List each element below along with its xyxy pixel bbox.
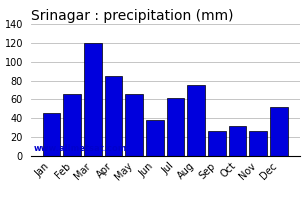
Bar bbox=[146, 120, 164, 156]
Bar bbox=[249, 131, 267, 156]
Bar bbox=[229, 126, 246, 156]
Text: www.allmetsat.com: www.allmetsat.com bbox=[33, 144, 127, 153]
Bar bbox=[125, 94, 143, 156]
Bar bbox=[208, 131, 226, 156]
Bar bbox=[43, 113, 60, 156]
Text: Srinagar : precipitation (mm): Srinagar : precipitation (mm) bbox=[31, 9, 233, 23]
Bar bbox=[167, 98, 184, 156]
Bar bbox=[84, 43, 102, 156]
Bar bbox=[188, 85, 205, 156]
Bar bbox=[64, 94, 81, 156]
Bar bbox=[105, 76, 122, 156]
Bar bbox=[270, 107, 288, 156]
